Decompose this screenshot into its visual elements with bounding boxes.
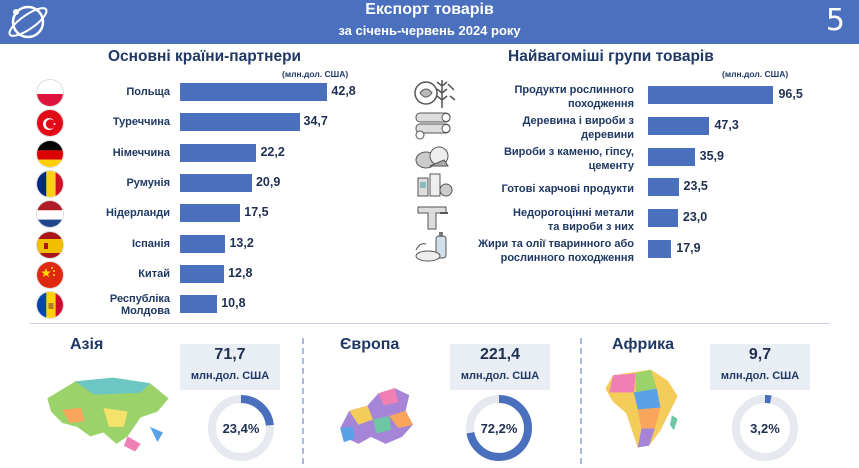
group-value: 96,5 <box>778 87 803 101</box>
group-label: Продукти рослинного походження <box>514 84 634 110</box>
country-value: 12,8 <box>228 265 253 280</box>
country-bar <box>180 234 226 253</box>
moldova-flag-icon <box>36 291 64 320</box>
region-value: 9,7 <box>748 346 772 363</box>
country-bar <box>180 204 241 223</box>
group-bar <box>648 178 679 197</box>
groups-chart-unit: (млн.дол. США) <box>722 69 789 79</box>
donut-arc <box>208 395 274 461</box>
country-label: Польща <box>126 86 170 98</box>
africa-map-icon <box>594 362 689 457</box>
country-bar <box>180 173 252 192</box>
prepared-food-icon <box>410 168 456 202</box>
region-value: 221,4 <box>479 346 521 363</box>
spain-flag-icon <box>36 230 64 259</box>
page-subtitle: за січень-червень 2024 року <box>338 23 521 38</box>
turkey-flag-icon <box>36 109 64 138</box>
region-value-box: 71,7 млн.дол. США <box>180 344 280 390</box>
country-value: 10,8 <box>221 296 246 311</box>
country-value: 17,5 <box>244 205 269 220</box>
group-bar <box>648 240 672 258</box>
countries-chart-unit: (млн.дол. США) <box>282 69 349 79</box>
country-bar <box>180 143 257 162</box>
group-bar <box>648 147 695 166</box>
country-bar <box>180 295 218 314</box>
plant-products-icon <box>410 76 456 110</box>
poland-flag-icon <box>36 79 64 107</box>
stone-products-icon <box>410 138 456 172</box>
region-unit: млн.дол. США <box>190 370 270 382</box>
region-title: Азія <box>70 336 104 353</box>
region-value: 71,7 <box>214 346 246 363</box>
china-flag-icon <box>36 260 64 289</box>
country-label: Румунія <box>126 176 170 189</box>
group-value: 35,9 <box>699 148 724 163</box>
country-label: Туреччина <box>112 116 170 129</box>
group-label: Вироби з каменю, гіпсу, цементу <box>503 145 634 172</box>
country-bar <box>180 264 225 283</box>
asia-map-icon <box>38 370 178 460</box>
region-divider-1 <box>302 338 304 464</box>
country-value: 20,9 <box>255 174 281 189</box>
group-value: 23,0 <box>682 210 708 225</box>
donut-arc <box>466 395 532 461</box>
region-unit: млн.дол. США <box>460 370 540 382</box>
country-label: Німеччина <box>112 146 170 159</box>
country-label: Республіка Молдова <box>109 293 170 318</box>
country-bar <box>180 83 328 101</box>
netherlands-flag-icon <box>36 200 64 229</box>
globe-logo-icon <box>8 5 48 39</box>
page-title: Експорт товарів <box>365 1 494 18</box>
region-divider-2 <box>580 338 582 464</box>
donut-svg: 72,2% <box>466 395 532 461</box>
country-label: Нідерланди <box>105 207 170 220</box>
country-value: 34,7 <box>303 114 328 129</box>
wood-logs-icon <box>410 107 456 141</box>
region-unit: млн.дол. США <box>720 370 800 382</box>
group-label: Деревина і вироби з деревини <box>522 114 634 141</box>
country-label: Іспанія <box>131 237 170 250</box>
donut-label: 3,2% <box>750 421 780 436</box>
region-title: Африка <box>612 336 675 353</box>
region-share-donut: 3,2% <box>730 393 800 463</box>
group-bar <box>648 116 710 135</box>
region-value-box: 221,4 млн.дол. США <box>450 344 550 390</box>
donut-label: 72,2% <box>481 421 518 436</box>
country-value: 22,2 <box>260 144 285 159</box>
group-value: 17,9 <box>676 241 701 255</box>
group-label: Недорогоцінні метали та вироби з них <box>513 207 634 234</box>
countries-chart-title: Основні країни-партнери <box>108 48 302 65</box>
group-bar <box>648 209 678 228</box>
oils-fats-icon <box>410 230 456 264</box>
region-title: Європа <box>340 336 400 353</box>
group-bar <box>648 86 774 104</box>
region-share-donut: 72,2% <box>464 393 534 463</box>
groups-chart-title: Найвагоміші групи товарів <box>508 48 714 65</box>
country-label: Китай <box>138 267 170 280</box>
group-value: 47,3 <box>714 117 739 132</box>
page-number: 5 <box>825 3 845 38</box>
header-banner: Експорт товарів за січень-червень 2024 р… <box>0 0 859 44</box>
region-value-box: 9,7 млн.дол. США <box>710 344 810 390</box>
group-value: 23,5 <box>683 179 708 194</box>
germany-flag-icon <box>36 139 64 168</box>
romania-flag-icon <box>36 169 64 198</box>
donut-label: 23,4% <box>223 421 260 436</box>
section-divider <box>30 323 830 324</box>
donut-arc <box>732 395 798 461</box>
metal-products-icon <box>410 199 456 233</box>
europe-map-icon <box>322 376 422 456</box>
region-share-donut: 23,4% <box>206 393 276 463</box>
group-label: Жири та олії тваринного або рослинного по… <box>478 238 634 264</box>
group-label: Готові харчові продукти <box>501 183 634 196</box>
country-value: 42,8 <box>331 84 356 98</box>
donut-svg: 3,2% <box>732 395 798 461</box>
donut-svg: 23,4% <box>208 395 274 461</box>
country-bar <box>180 113 300 132</box>
country-value: 13,2 <box>229 235 254 250</box>
